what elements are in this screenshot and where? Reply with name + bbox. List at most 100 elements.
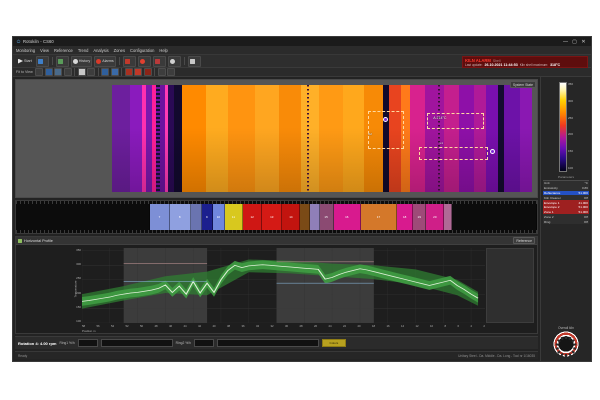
profile-x-axis-label: Position m — [82, 329, 96, 333]
settings-button[interactable] — [157, 68, 166, 76]
x-tick-label: 24 — [328, 324, 332, 328]
menu-item-help[interactable]: Help — [159, 47, 168, 53]
status-right: Unitary Steel - Da. Middle - Da. Long - … — [458, 353, 535, 358]
gauge-notch — [571, 350, 575, 354]
x-tick-label: 20 — [357, 324, 361, 328]
pan-button[interactable] — [54, 68, 63, 76]
zone-block[interactable]: 20 — [426, 204, 445, 230]
color-red-button[interactable] — [122, 55, 136, 67]
zone-block[interactable]: 10 — [212, 204, 225, 230]
zone-red-1-button[interactable] — [124, 68, 133, 76]
thermal-canvas[interactable]: A2 A 214°C L1 — [112, 85, 532, 192]
annotation-box-3[interactable] — [418, 147, 488, 160]
parameter-row[interactable]: Envelope 2 51.000 — [543, 204, 589, 210]
zone-block[interactable]: 14 — [282, 204, 301, 230]
parameter-value: 0.86 — [581, 186, 588, 191]
parameter-row[interactable]: Envelope 1 41.000 — [543, 200, 589, 205]
reference-button[interactable]: Reference — [513, 237, 535, 244]
zone-block[interactable]: 9 — [201, 204, 213, 230]
alarms-button[interactable]: Alarms — [94, 55, 116, 67]
kiln-alarm-banner[interactable]: KILN ALARM Shell Last update: 26.10.2021… — [462, 56, 588, 68]
parameter-row[interactable]: Emissivity 0.86 — [543, 185, 589, 191]
zone-block[interactable] — [452, 204, 538, 230]
zone-block[interactable] — [16, 204, 151, 230]
stop-button[interactable] — [167, 55, 181, 67]
menu-item-monitoring[interactable]: Monitoring — [16, 47, 36, 53]
palette-button[interactable] — [101, 68, 110, 76]
menu-item-trend[interactable]: Trend — [77, 47, 89, 53]
play-button[interactable]: Start — [16, 56, 34, 67]
annotation-marker-1[interactable] — [382, 117, 388, 123]
zoom-out-button[interactable] — [44, 68, 53, 76]
maximize-button[interactable]: ▢ — [572, 38, 577, 45]
zone-block[interactable] — [300, 204, 311, 230]
contrast-button[interactable] — [110, 68, 119, 76]
zone-block[interactable]: 12 — [243, 204, 263, 230]
alarm-line-2: Last update: 26.10.2021 11:44:53 Kiln sh… — [465, 63, 585, 67]
overall-kiln-gauge[interactable] — [553, 331, 579, 357]
parameter-row[interactable]: Ring Off — [543, 219, 589, 225]
grid-button[interactable] — [187, 55, 201, 67]
layout-button[interactable] — [35, 55, 49, 67]
parameter-name: Kiln Cleaner — [544, 195, 561, 200]
zone-strip[interactable]: 7 8 9 10 11 12 13 14 15 16 17 18 19 20 — [15, 200, 538, 234]
record-button[interactable] — [137, 55, 151, 67]
zone-block[interactable]: 11 — [224, 204, 244, 230]
zone-block[interactable]: 13 — [262, 204, 283, 230]
ring2-bar[interactable] — [216, 339, 319, 347]
zone-block[interactable]: 7 — [150, 204, 170, 230]
menu-item-view[interactable]: View — [40, 47, 49, 53]
snapshot-button[interactable] — [55, 55, 69, 67]
zone-block[interactable]: 18 — [397, 204, 414, 230]
parameter-row[interactable]: Zone 2 Off — [543, 214, 589, 220]
parameter-value: 41.000 — [578, 200, 588, 205]
parameter-row[interactable]: Reflectance 51.000 — [543, 190, 589, 196]
menu-item-analysis[interactable]: Analysis — [93, 47, 109, 53]
marker-button[interactable] — [152, 55, 166, 67]
parameter-name: Emissivity — [544, 186, 558, 191]
ring1-bar[interactable] — [100, 339, 173, 347]
parameter-row[interactable]: Unit °C — [543, 181, 589, 186]
ruler-button[interactable] — [77, 68, 86, 76]
menu-item-reference[interactable]: Reference — [53, 47, 73, 53]
annotation-box-1[interactable] — [368, 110, 404, 150]
zone-red-3-button[interactable] — [143, 68, 152, 76]
ring1-input[interactable] — [77, 339, 98, 347]
zone-block[interactable]: 8 — [169, 204, 191, 230]
zone-block[interactable]: 17 — [360, 204, 398, 230]
zone-block[interactable]: 19 — [413, 204, 427, 230]
parameter-row[interactable]: Kiln Cleaner Off — [543, 195, 589, 201]
menu-item-zones[interactable]: Zones — [113, 47, 126, 53]
zone-block[interactable]: 16 — [333, 204, 361, 230]
ring2-input[interactable] — [193, 339, 214, 347]
zone-block[interactable] — [190, 204, 202, 230]
system-state-button[interactable]: System State — [509, 81, 536, 88]
menu-item-configuration[interactable]: Configuration — [130, 47, 155, 53]
thermal-band — [130, 85, 143, 192]
parameter-row[interactable]: Zone 1 51.000 — [543, 209, 589, 215]
annotation-box-2[interactable] — [427, 112, 484, 129]
temperature-color-scale[interactable] — [558, 82, 567, 172]
zone-block[interactable] — [310, 204, 320, 230]
export-button[interactable] — [167, 68, 176, 76]
zone-red-2-button[interactable] — [134, 68, 143, 76]
thermal-band — [146, 85, 153, 192]
zoom-in-button[interactable] — [35, 68, 44, 76]
thermal-band — [300, 85, 319, 192]
colors-button[interactable]: Colors — [321, 339, 346, 347]
gauge-notch — [568, 352, 572, 357]
annotation-marker-2[interactable] — [490, 149, 495, 155]
zone-block[interactable] — [444, 204, 453, 230]
thermal-image-panel[interactable]: System State A2 A 214°C L1 — [15, 79, 538, 198]
x-tick-label: 6 — [457, 324, 459, 328]
minimize-button[interactable]: — — [563, 38, 568, 45]
marker-icon — [154, 58, 160, 64]
profile-plot-area[interactable]: Temperature 350 300 250 200 150 100 58 56 54 52 5… — [16, 245, 537, 333]
history-button[interactable]: History — [70, 55, 93, 67]
zone-block[interactable]: 15 — [319, 204, 334, 230]
select-button[interactable] — [63, 68, 72, 76]
crosshair-button[interactable] — [87, 68, 96, 76]
close-button[interactable]: ✕ — [581, 38, 586, 45]
parameter-name: Zone 1 — [544, 210, 554, 215]
annotation-label-1: A2 — [368, 132, 372, 137]
